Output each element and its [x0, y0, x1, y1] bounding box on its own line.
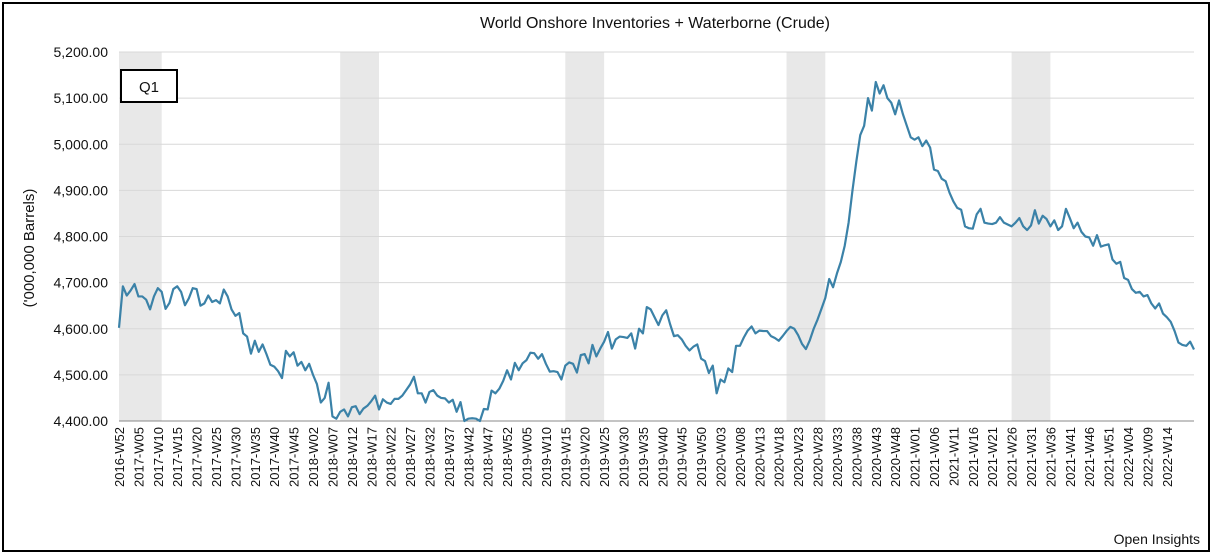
x-tick-label: 2020-W13 [752, 427, 767, 487]
y-tick-label: 4,900.00 [54, 182, 109, 198]
x-tick-label: 2021-W36 [1043, 427, 1058, 487]
x-tick-label: 2020-W18 [772, 427, 787, 487]
chart-title: World Onshore Inventories + Waterborne (… [480, 15, 830, 32]
x-tick-label: 2021-W31 [1024, 427, 1039, 487]
x-tick-label: 2016-W52 [112, 427, 127, 487]
x-tick-label: 2017-W20 [190, 427, 205, 487]
x-tick-label: 2018-W27 [403, 427, 418, 487]
y-axis-ticks: 4,400.00 4,500.00 4,600.00 4,700.00 4,800.00… [54, 44, 109, 429]
x-tick-label: 2020-W08 [733, 427, 748, 487]
x-tick-label: 2017-W45 [287, 427, 302, 487]
x-tick-label: 2019-W30 [617, 427, 632, 487]
x-tick-label: 2017-W25 [209, 427, 224, 487]
x-tick-label: 2020-W38 [849, 427, 864, 487]
y-tick-label: 5,000.00 [54, 136, 109, 152]
x-tick-label: 2019-W10 [539, 427, 554, 487]
x-tick-label: 2017-W05 [131, 427, 146, 487]
x-tick-label: 2020-W28 [811, 427, 826, 487]
x-tick-label: 2017-W35 [248, 427, 263, 487]
x-tick-label: 2021-W51 [1102, 427, 1117, 487]
x-tick-label: 2019-W40 [655, 427, 670, 487]
x-tick-label: 2018-W12 [345, 427, 360, 487]
x-tick-label: 2020-W03 [714, 427, 729, 487]
y-tick-label: 5,200.00 [54, 44, 109, 60]
x-tick-label: 2021-W16 [966, 427, 981, 487]
y-tick-label: 4,700.00 [54, 275, 109, 291]
y-tick-label: 4,400.00 [54, 413, 109, 429]
x-tick-label: 2020-W33 [830, 427, 845, 487]
x-tick-label: 2021-W26 [1005, 427, 1020, 487]
x-tick-label: 2019-W45 [675, 427, 690, 487]
x-tick-label: 2018-W07 [325, 427, 340, 487]
x-tick-label: 2021-W11 [946, 427, 961, 486]
gridlines [119, 51, 1194, 422]
annotation-label: Q1 [139, 79, 159, 96]
x-tick-label: 2018-W52 [500, 427, 515, 487]
x-tick-label: 2018-W17 [364, 427, 379, 487]
x-tick-label: 2022-W04 [1121, 427, 1136, 487]
x-tick-label: 2018-W02 [306, 427, 321, 487]
x-tick-label: 2017-W15 [170, 427, 185, 487]
x-tick-label: 2019-W05 [519, 427, 534, 487]
x-tick-label: 2021-W06 [927, 427, 942, 487]
x-tick-label: 2021-W21 [985, 427, 1000, 487]
x-tick-label: 2021-W41 [1063, 427, 1078, 487]
x-tick-label: 2017-W10 [151, 427, 166, 487]
source-label: Open Insights [1114, 531, 1200, 547]
y-tick-label: 4,500.00 [54, 367, 109, 383]
x-tick-label: 2022-W14 [1160, 427, 1175, 487]
x-tick-label: 2020-W23 [791, 427, 806, 487]
y-tick-label: 4,800.00 [54, 229, 109, 245]
x-tick-label: 2022-W09 [1140, 427, 1155, 487]
annotation-box: Q1 [120, 69, 178, 103]
x-tick-label: 2018-W42 [461, 427, 476, 487]
x-tick-label: 2019-W25 [597, 427, 612, 487]
line-chart: 4,400.00 4,500.00 4,600.00 4,700.00 4,800.00… [21, 15, 1200, 547]
x-tick-label: 2019-W15 [558, 427, 573, 487]
x-tick-label: 2018-W47 [481, 427, 496, 487]
x-tick-label: 2018-W32 [422, 427, 437, 487]
x-axis-ticks: 2016-W52 2017-W05 2017-W10 2017-W15 2017-W20… [112, 427, 1175, 487]
y-tick-label: 4,600.00 [54, 321, 109, 337]
x-tick-label: 2021-W46 [1082, 427, 1097, 487]
x-tick-label: 2020-W43 [869, 427, 884, 487]
x-tick-label: 2017-W30 [228, 427, 243, 487]
y-axis-label: ('000,000 Barrels) [21, 189, 38, 308]
x-tick-label: 2017-W40 [267, 427, 282, 487]
x-tick-label: 2020-W48 [888, 427, 903, 487]
y-tick-label: 5,100.00 [54, 90, 109, 106]
annotation-box-border [120, 69, 178, 103]
x-tick-label: 2019-W20 [578, 427, 593, 487]
x-tick-label: 2021-W01 [908, 427, 923, 487]
x-tick-label: 2018-W37 [442, 427, 457, 487]
x-tick-label: 2018-W22 [384, 427, 399, 487]
series-line [117, 80, 1195, 423]
chart-frame: 4,400.00 4,500.00 4,600.00 4,700.00 4,800.00… [2, 2, 1210, 552]
x-tick-label: 2019-W50 [694, 427, 709, 487]
x-tick-label: 2019-W35 [636, 427, 651, 487]
